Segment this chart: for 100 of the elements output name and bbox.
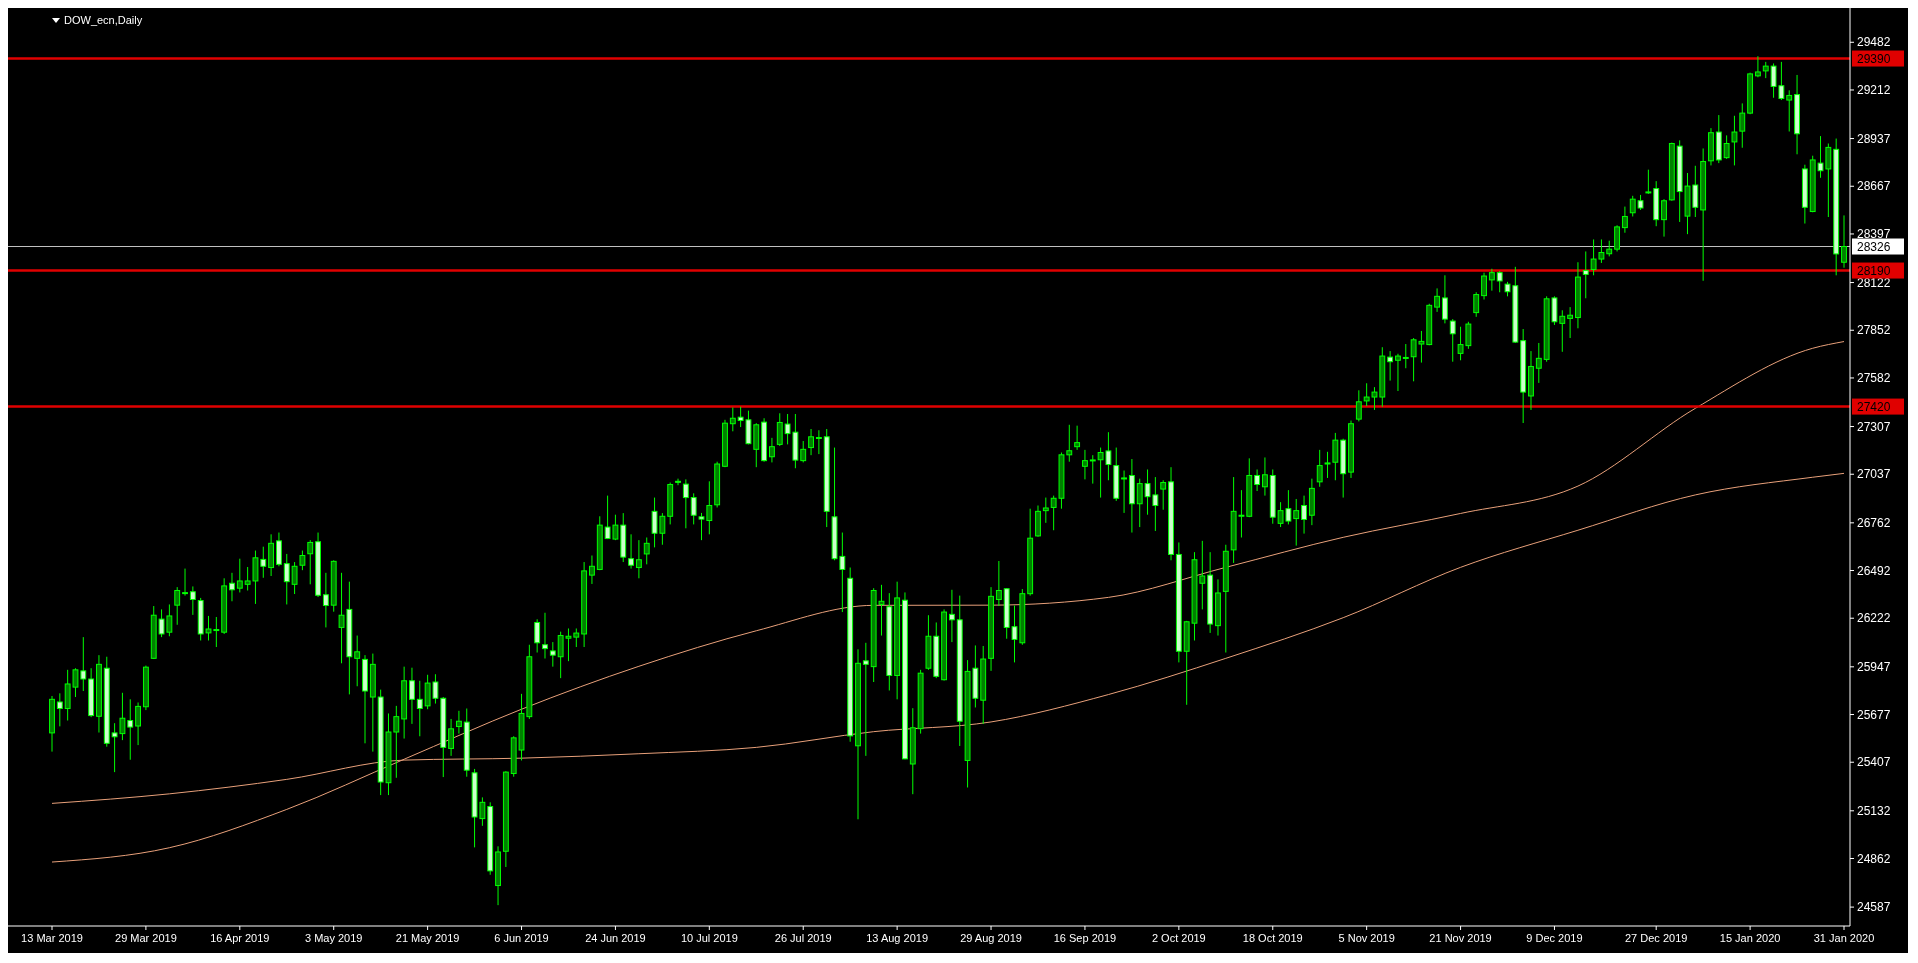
candlestick [534,618,541,654]
candlestick [1293,498,1300,547]
candlestick [1488,268,1495,292]
x-tick-label: 13 Aug 2019 [866,932,929,944]
y-tick-label: 26762 [1857,516,1891,531]
candlestick [815,429,822,455]
candlestick [1262,456,1268,497]
candlestick [542,612,548,660]
x-tick-label: 29 Mar 2019 [115,932,177,944]
candlestick [808,428,814,456]
y-tick-label: 28667 [1857,179,1891,194]
candlestick [682,478,689,529]
candlestick [1316,449,1323,488]
candlestick [1496,270,1503,293]
x-tick-label: 21 Nov 2019 [1429,932,1492,944]
candlestick [862,642,869,757]
candlestick [1387,350,1394,382]
text: DOW_ecn,Daily [64,14,143,26]
candlestick [800,440,807,463]
candlestick [416,680,423,737]
ref-line-label: 29390 [1857,51,1891,66]
candlestick [1614,224,1620,252]
candlestick [675,478,681,486]
candlestick [643,536,650,565]
candlestick [1473,291,1480,318]
x-tick-label: 5 Nov 2019 [1338,932,1395,944]
candlestick [1723,134,1730,160]
x-tick-label: 18 Oct 2019 [1242,932,1303,944]
candlestick [291,561,298,595]
candlestick [769,437,775,463]
line-series [51,341,1845,863]
y-tick-label: 25407 [1857,755,1891,770]
x-tick-label: 16 Sep 2019 [1053,932,1117,944]
x-tick-label: 24 Jun 2019 [585,932,646,944]
candlestick [1481,272,1487,301]
y-tick-label: 27852 [1857,323,1891,338]
candlestick [1449,318,1456,363]
candlestick [1301,495,1307,535]
x-tick-label: 9 Dec 2019 [1526,932,1583,944]
x-tick-label: 21 May 2019 [395,932,460,944]
candlestick [1089,454,1096,485]
y-tick-label: 25132 [1857,804,1891,819]
y-tick-label: 28122 [1857,275,1891,290]
x-tick-label: 26 Jul 2019 [774,932,832,944]
candlestick [174,586,181,626]
candlestick [1582,250,1589,299]
x-tick-label: 13 Mar 2019 [21,932,83,944]
y-tick-label: 29482 [1857,35,1891,50]
y-tick-label: 29212 [1857,83,1891,98]
candlestick [135,702,141,746]
x-tick-label: 29 Aug 2019 [960,932,1022,944]
candlestick [1160,479,1167,511]
x-tick-label: 3 May 2019 [304,932,363,944]
candlestick [455,710,462,735]
candlestick [354,635,361,687]
candlestick [229,572,235,602]
candlestick [1567,306,1574,339]
x-tick-label: 27 Dec 2019 [1625,932,1688,944]
ref-line-label: 28190 [1857,263,1891,278]
candlestick [189,585,196,616]
candlestick [948,589,955,643]
candlestick [1254,468,1261,492]
candlestick [448,718,455,757]
candlestick [1755,55,1761,78]
candlestick [1621,206,1628,234]
candlestick [549,641,556,668]
y-tick-label: 25677 [1857,707,1891,722]
candlestick [1082,449,1088,480]
y-tick-label: 28937 [1857,131,1891,146]
ref-line-label: 27420 [1857,399,1891,414]
y-tick-label: 26492 [1857,563,1891,578]
candlestick [589,555,595,585]
candlestick [283,553,290,605]
candlestick [1786,89,1793,132]
y-tick-label: 26222 [1857,611,1891,626]
candlestick [236,558,243,593]
candlestick [1645,169,1652,195]
x-tick-label: 2 Oct 2019 [1151,932,1206,944]
x-tick-label: 15 Jan 2020 [1719,932,1781,944]
y-tick-label: 27307 [1857,419,1891,434]
candlestick [182,568,188,597]
y-tick-label: 27037 [1857,467,1891,482]
y-tick-label: 24587 [1857,900,1891,915]
candlestick [1441,274,1448,324]
candlestick [307,539,314,585]
x-tick-label: 31 Jan 2020 [1813,932,1875,944]
y-tick-label: 28397 [1857,227,1891,242]
y-tick-label: 25947 [1857,660,1891,675]
candlestick [322,572,329,628]
ref-line-label: 28326 [1857,239,1891,254]
candlestick [1434,287,1441,313]
candlestick [276,532,282,567]
candlestick [995,560,1002,607]
candlestick [299,550,306,571]
x-tick-label: 16 Apr 2019 [210,932,270,944]
x-tick-label: 6 Jun 2019 [494,932,549,944]
candlestick [1355,389,1362,422]
candlestick [1661,198,1667,238]
candlestick [776,412,783,447]
candlestick [1121,470,1127,514]
